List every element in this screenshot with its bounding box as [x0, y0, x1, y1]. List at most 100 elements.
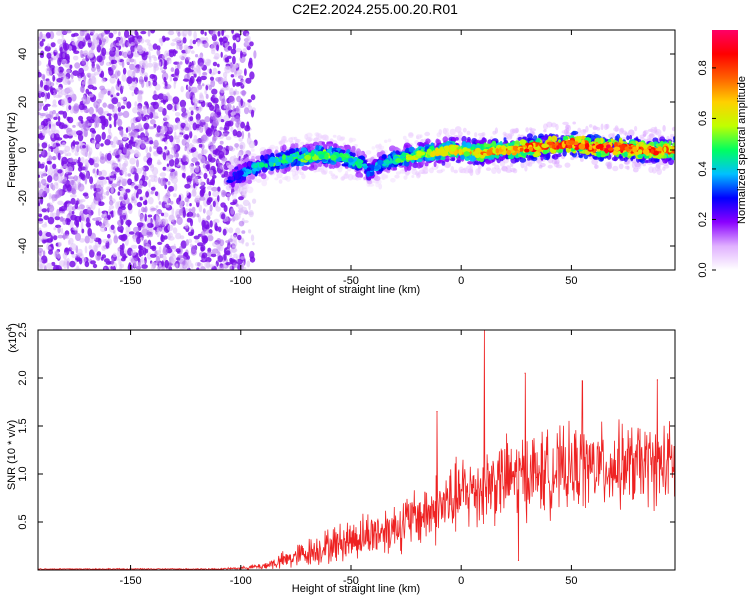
- noise-blob: [211, 186, 218, 192]
- noise-blob: [238, 211, 242, 216]
- noise-blob: [237, 75, 244, 79]
- noise-blob: [66, 152, 72, 157]
- signal-blob: [366, 179, 373, 185]
- noise-blob: [117, 70, 121, 77]
- noise-blob: [38, 89, 42, 94]
- noise-blob: [170, 42, 176, 47]
- signal-blob: [634, 161, 641, 168]
- noise-blob: [158, 262, 162, 268]
- noise-blob: [237, 234, 242, 241]
- noise-blob: [115, 42, 123, 47]
- noise-blob: [220, 202, 226, 208]
- noise-blob: [230, 111, 237, 116]
- noise-blob: [111, 59, 117, 64]
- noise-blob: [41, 142, 48, 149]
- noise-blob: [112, 265, 116, 270]
- signal-blob: [461, 140, 467, 147]
- noise-blob: [39, 163, 45, 169]
- signal-track: [226, 121, 675, 201]
- noise-blob: [108, 115, 112, 121]
- noise-blob: [46, 184, 50, 188]
- signal-blob: [379, 145, 385, 150]
- noise-blob: [147, 62, 153, 68]
- noise-blob: [53, 227, 57, 231]
- signal-blob: [649, 136, 654, 140]
- noise-blob: [217, 194, 220, 203]
- noise-blob: [154, 191, 159, 197]
- signal-blob: [380, 173, 387, 181]
- noise-blob: [209, 220, 213, 228]
- noise-blob: [141, 137, 147, 141]
- noise-blob: [192, 178, 199, 183]
- signal-blob: [533, 135, 538, 141]
- noise-blob: [84, 158, 89, 167]
- noise-blob: [98, 208, 101, 217]
- noise-blob: [148, 233, 153, 238]
- noise-blob: [158, 99, 161, 106]
- noise-blob: [84, 176, 88, 185]
- signal-blob: [542, 149, 548, 154]
- noise-blob: [250, 234, 255, 242]
- noise-blob: [189, 116, 194, 122]
- noise-blob: [208, 264, 215, 268]
- noise-blob: [249, 71, 255, 80]
- noise-blob: [227, 55, 232, 59]
- signal-blob: [357, 150, 363, 157]
- noise-blob: [219, 140, 224, 145]
- signal-blob: [585, 125, 589, 133]
- noise-blob: [138, 183, 143, 189]
- noise-blob: [56, 252, 61, 259]
- noise-blob: [252, 198, 257, 204]
- signal-blob: [466, 130, 471, 136]
- noise-blob: [145, 243, 151, 251]
- noise-blob: [165, 140, 168, 145]
- noise-blob: [43, 125, 51, 134]
- noise-blob: [109, 47, 115, 52]
- noise-blob: [173, 135, 180, 140]
- noise-blob: [61, 30, 69, 35]
- noise-blob: [201, 219, 206, 228]
- noise-blob: [39, 31, 43, 40]
- signal-blob: [554, 158, 560, 165]
- noise-blob: [193, 73, 197, 78]
- signal-blob: [284, 175, 289, 181]
- noise-blob: [216, 266, 221, 270]
- noise-blob: [49, 82, 55, 87]
- noise-blob: [189, 203, 192, 207]
- noise-blob: [107, 234, 111, 239]
- noise-blob: [139, 213, 144, 223]
- noise-blob: [235, 121, 240, 128]
- signal-blob: [424, 131, 431, 137]
- noise-blob: [156, 49, 161, 56]
- noise-blob: [201, 235, 207, 240]
- noise-blob: [82, 64, 89, 71]
- noise-blob: [207, 234, 214, 242]
- noise-blob: [144, 131, 149, 138]
- signal-blob: [407, 132, 414, 138]
- noise-blob: [153, 175, 158, 183]
- noise-blob: [137, 122, 142, 129]
- signal-blob: [240, 156, 244, 161]
- signal-blob: [474, 160, 479, 165]
- noise-blob: [94, 115, 100, 124]
- signal-blob: [525, 127, 529, 133]
- noise-blob: [216, 111, 221, 116]
- noise-blob: [151, 55, 157, 59]
- noise-blob: [117, 191, 121, 196]
- noise-blob: [38, 181, 41, 189]
- noise-blob: [59, 52, 63, 60]
- noise-blob: [96, 55, 103, 63]
- noise-blob: [111, 64, 116, 71]
- noise-blob: [248, 229, 252, 234]
- signal-blob: [467, 143, 472, 148]
- noise-blob: [137, 105, 143, 111]
- noise-blob: [120, 128, 124, 138]
- noise-blob: [168, 159, 175, 167]
- noise-blob: [45, 164, 48, 173]
- noise-blob: [80, 119, 84, 124]
- noise-blob: [221, 98, 226, 107]
- noise-blob: [88, 49, 94, 58]
- noise-blob: [190, 244, 197, 253]
- noise-blob: [62, 76, 70, 85]
- signal-blob: [375, 144, 380, 149]
